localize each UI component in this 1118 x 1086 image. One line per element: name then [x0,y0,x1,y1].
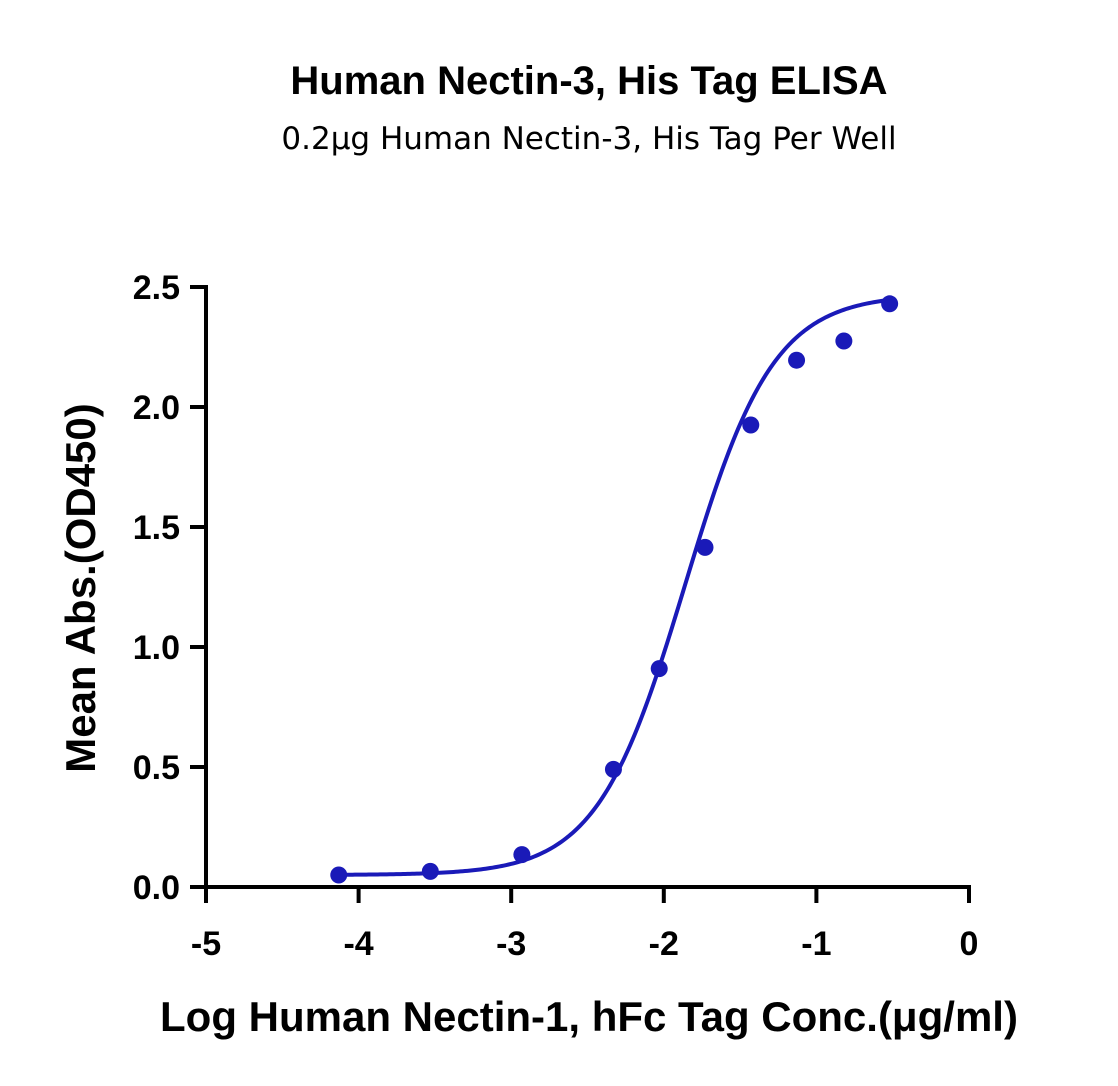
data-point [650,660,668,678]
y-axis-ticks: 0.0 0.5 1.0 1.5 2.0 2.5 [133,269,206,907]
y-tick-label: 2.0 [133,389,180,427]
x-tick-label: -2 [649,925,679,963]
data-points-layer [330,295,899,884]
fit-curve-layer [338,297,890,877]
fit-curve-line [338,297,890,877]
y-tick-label: 1.0 [133,629,180,667]
x-axis-title: Log Human Nectin-1, hFc Tag Conc.(μg/ml) [160,993,1018,1040]
y-tick-label: 2.5 [133,269,180,307]
chart-subtitle: 0.2μg Human Nectin-3, His Tag Per Well [281,121,896,157]
x-tick-label: -4 [343,925,373,963]
x-tick-label: 0 [960,925,979,963]
data-point [881,295,899,313]
chart-title: Human Nectin-3, His Tag ELISA [290,59,887,103]
data-point [788,351,806,369]
data-point [421,862,439,880]
data-point [742,416,760,434]
y-tick-label: 0.0 [133,869,180,907]
data-point [604,760,622,778]
data-point [330,866,348,884]
y-tick-label: 0.5 [133,749,180,787]
x-axis-ticks: -5 -4 -3 -2 -1 0 [191,887,979,963]
data-point [835,332,853,350]
y-axis-title: Mean Abs.(OD450) [57,403,104,773]
x-tick-label: -1 [801,925,831,963]
data-point [513,846,531,864]
y-tick-label: 1.5 [133,509,180,547]
x-tick-label: -3 [496,925,526,963]
x-tick-label: -5 [191,925,221,963]
axes [204,285,971,889]
data-point [696,538,714,556]
